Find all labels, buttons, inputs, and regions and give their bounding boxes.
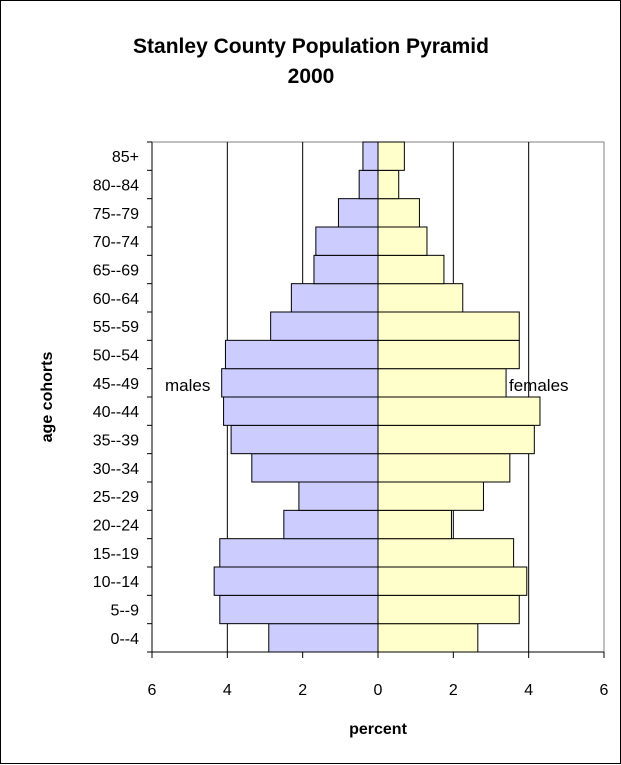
bar-females-85+ <box>377 141 405 171</box>
bar-females-35--39 <box>377 424 535 455</box>
y-tick-label-55--59: 55--59 <box>93 319 139 336</box>
bar-females-65--69 <box>377 254 445 285</box>
y-tick-label-75--79: 75--79 <box>93 206 139 223</box>
bar-females-75--79 <box>377 198 420 228</box>
y-tick-label-85+: 85+ <box>112 149 139 166</box>
bar-males-50--54 <box>224 339 379 370</box>
bar-males-0--4 <box>268 623 379 653</box>
x-tick-label: 2 <box>449 682 458 699</box>
y-tick-label-35--39: 35--39 <box>93 433 139 450</box>
bar-females-10--14 <box>377 566 528 596</box>
y-tick-label-10--14: 10--14 <box>93 574 139 591</box>
y-tick-label-80--84: 80--84 <box>93 178 139 195</box>
y-tick-label-20--24: 20--24 <box>93 518 139 535</box>
bar-females-50--54 <box>377 339 520 370</box>
y-tick-label-25--29: 25--29 <box>93 489 139 506</box>
chart-subtitle: 2000 <box>288 65 335 88</box>
y-tick-label-70--74: 70--74 <box>93 234 139 251</box>
bar-males-20--24 <box>283 509 379 540</box>
bar-males-15--19 <box>219 538 379 568</box>
x-tick-label: 6 <box>600 682 609 699</box>
bar-females-25--29 <box>377 481 484 511</box>
bar-males-40--44 <box>223 396 379 426</box>
y-tick-label-30--34: 30--34 <box>93 461 139 478</box>
bar-males-80--84 <box>358 169 379 200</box>
bar-males-85+ <box>362 141 379 171</box>
y-tick-label-50--54: 50--54 <box>93 348 139 365</box>
bar-males-65--69 <box>313 254 379 285</box>
x-tick-label: 4 <box>524 682 533 699</box>
bar-females-60--64 <box>377 283 464 313</box>
y-tick-label-15--19: 15--19 <box>93 546 139 563</box>
bar-females-0--4 <box>377 623 479 653</box>
bar-males-55--59 <box>270 311 379 341</box>
bars <box>213 141 541 653</box>
y-tick-label-65--69: 65--69 <box>93 263 139 280</box>
bar-males-10--14 <box>213 566 379 596</box>
bar-males-75--79 <box>337 198 379 228</box>
x-tick-label: 6 <box>148 682 157 699</box>
bar-females-5--9 <box>377 594 520 625</box>
x-axis-title: percent <box>349 721 407 738</box>
bar-females-30--34 <box>377 453 511 483</box>
y-tick-label-0--4: 0--4 <box>111 631 140 648</box>
y-tick-labels: 0--4 5--9 10--14 15--19 20--24 25--29 30--34 35… <box>93 149 139 648</box>
y-tick-label-40--44: 40--44 <box>93 404 139 421</box>
bar-males-60--64 <box>290 283 379 313</box>
x-tick-labels: 6 4 2 0 2 4 6 <box>148 682 609 699</box>
x-tick-label: 0 <box>374 682 383 699</box>
bar-males-35--39 <box>230 424 379 455</box>
bar-males-45--49 <box>221 368 379 398</box>
y-axis-title: age cohorts <box>39 352 56 443</box>
y-tick-label-45--49: 45--49 <box>93 376 139 393</box>
axes <box>147 141 605 658</box>
bar-females-45--49 <box>377 368 507 398</box>
bar-males-70--74 <box>315 226 379 256</box>
bar-males-5--9 <box>219 594 379 625</box>
bar-females-80--84 <box>377 169 400 200</box>
bar-females-70--74 <box>377 226 428 256</box>
x-tick-label: 2 <box>298 682 307 699</box>
bar-females-40--44 <box>377 396 541 426</box>
y-tick-label-5--9: 5--9 <box>111 603 140 620</box>
y-tick-label-60--64: 60--64 <box>93 291 139 308</box>
bar-females-55--59 <box>377 311 520 341</box>
females-annotation: females <box>509 376 569 395</box>
x-tick-label: 4 <box>223 682 232 699</box>
bar-males-30--34 <box>251 453 379 483</box>
bar-males-25--29 <box>298 481 379 511</box>
bar-females-20--24 <box>377 509 452 540</box>
chart-title: Stanley County Population Pyramid <box>133 35 489 58</box>
bar-females-15--19 <box>377 538 515 568</box>
males-annotation: males <box>165 376 210 395</box>
